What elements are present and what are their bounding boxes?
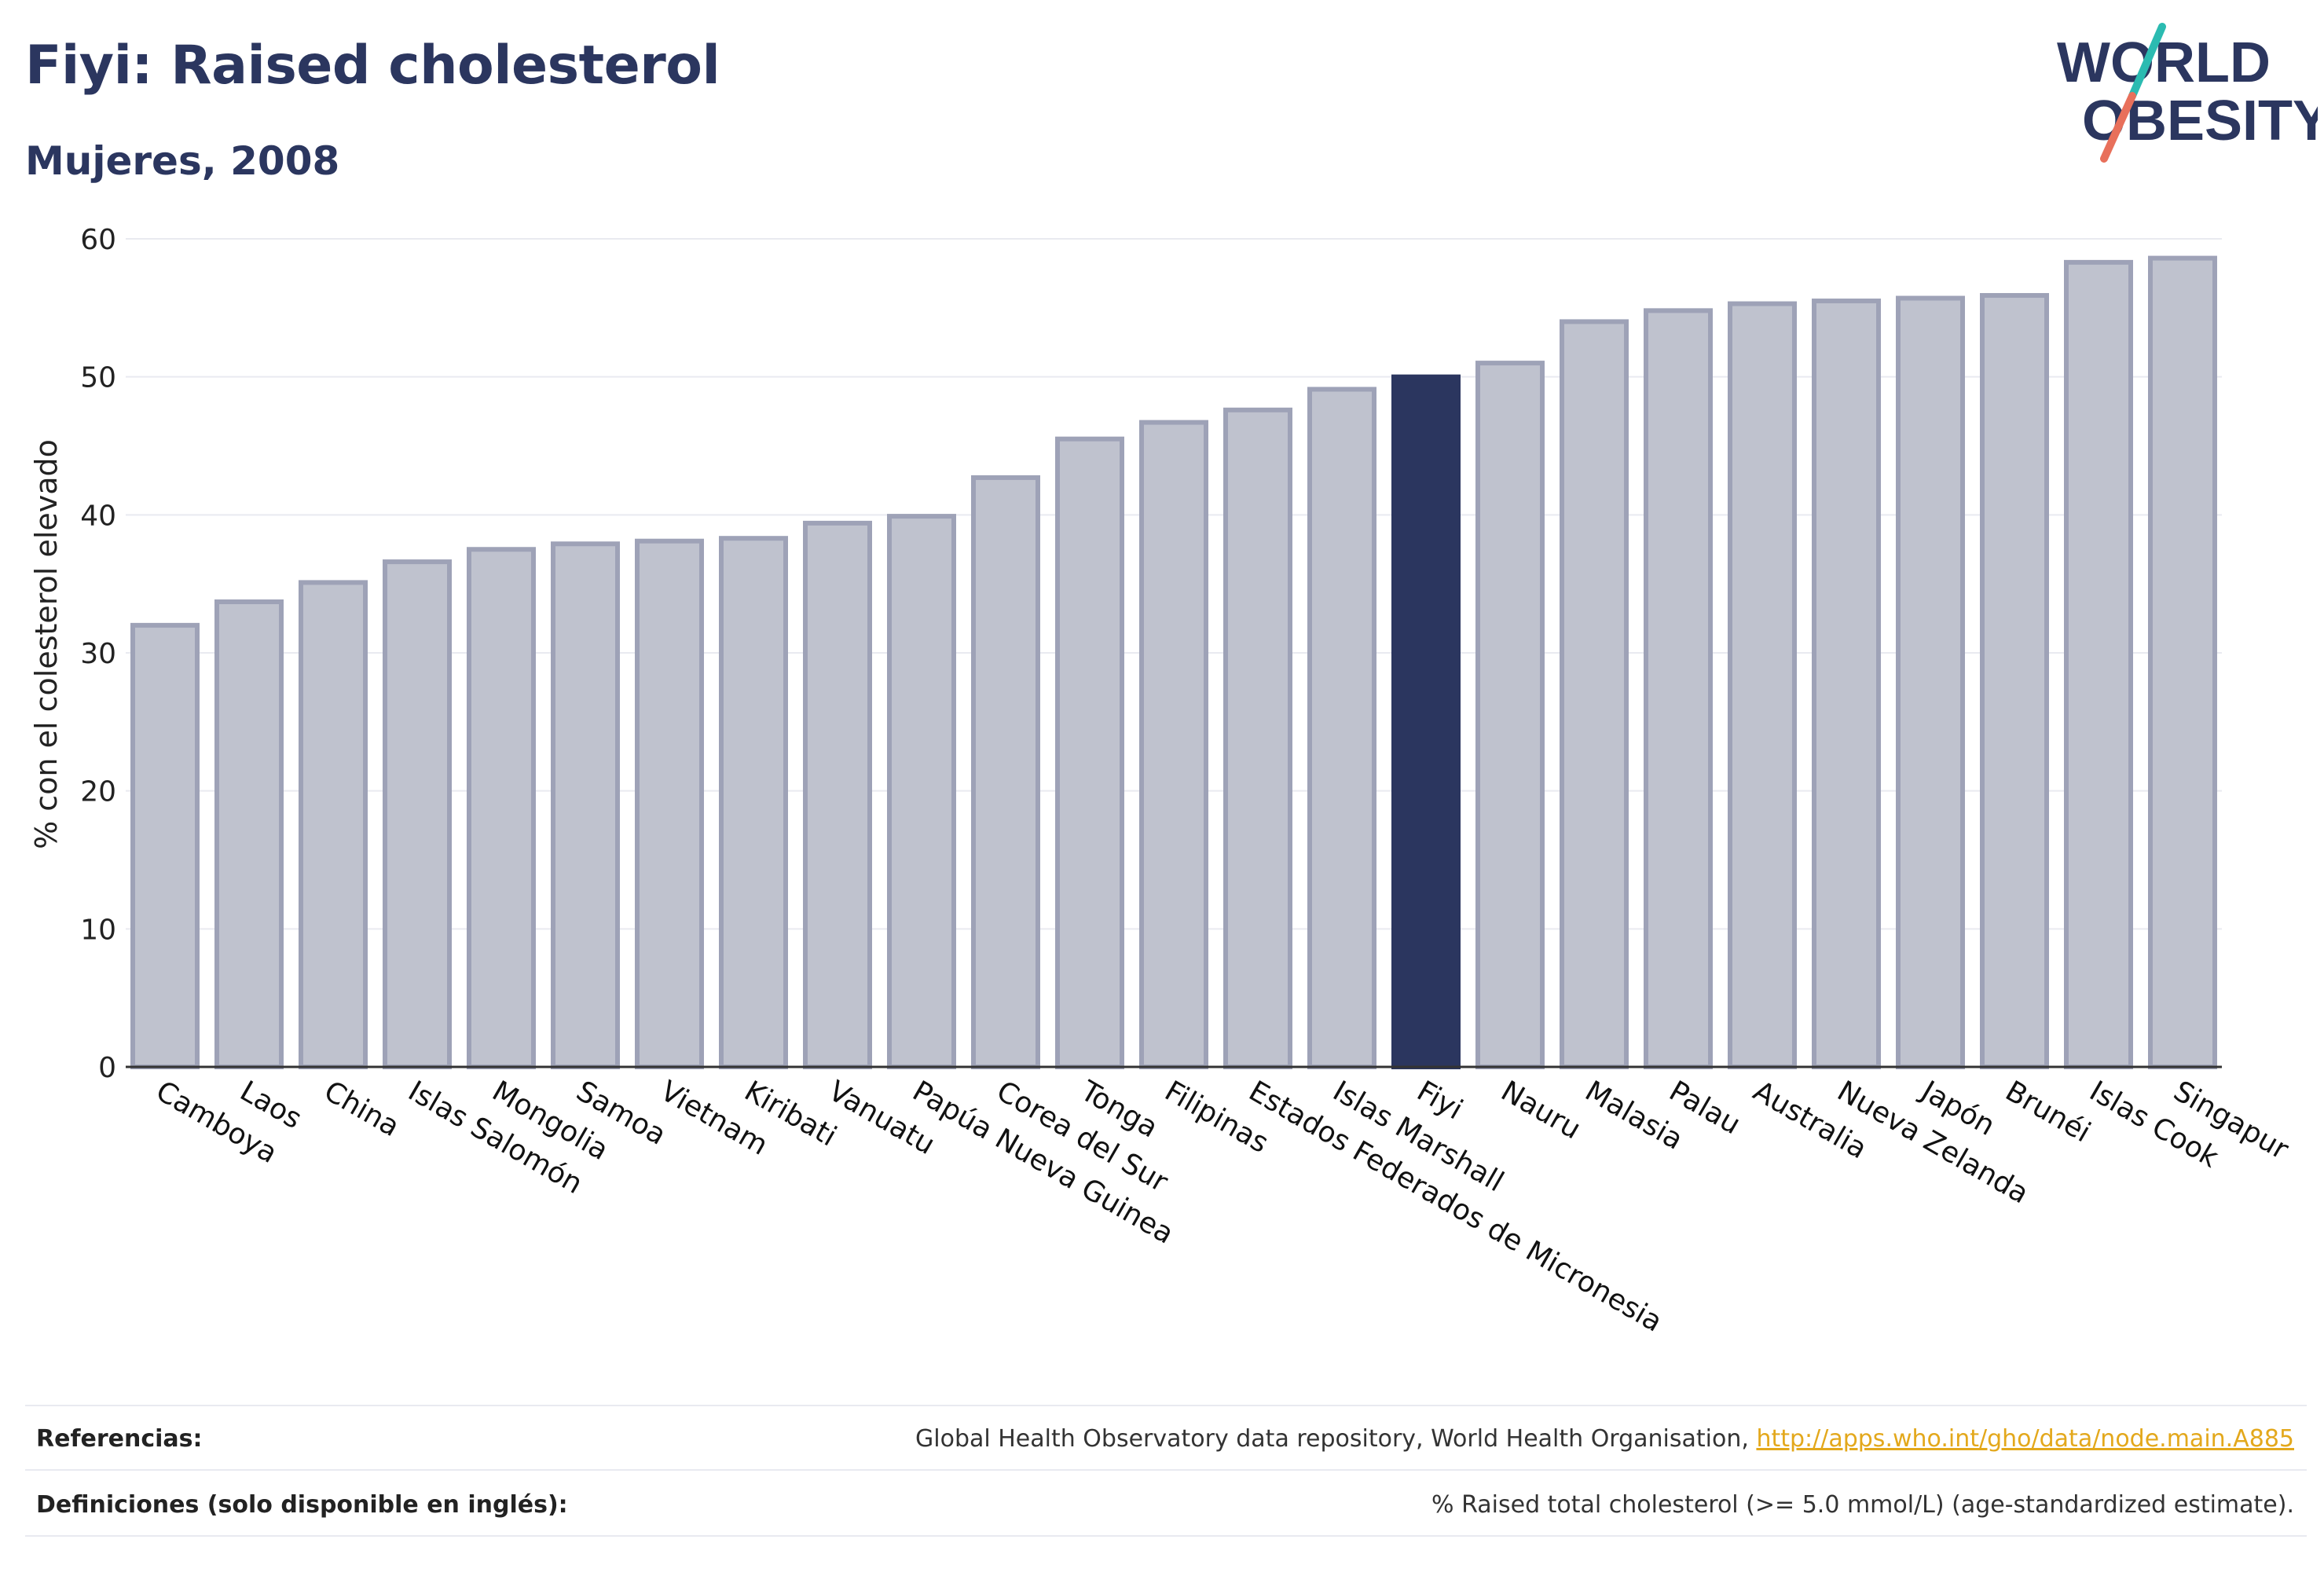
y-axis-label: % con el colesterol elevado [29,439,64,849]
bar-jap-n [1896,295,1965,1069]
references-text: Global Health Observatory data repositor… [915,1425,1757,1453]
bar-filipinas [1139,420,1208,1069]
y-tick-labels: 0 10 20 30 40 50 60 [80,224,116,1084]
bar-islas-marshall [1307,387,1376,1069]
bar-estados-federados-de-micronesia [1223,407,1292,1069]
chart-subtitle: Mujeres, 2008 [25,138,340,184]
x-tick-label: China [319,1075,405,1143]
bar-samoa [551,541,620,1069]
bar-mongolia [467,547,536,1069]
footer-divider-top [25,1405,2307,1406]
logo-word-world: WORLD [2057,31,2271,94]
bar-laos [214,599,284,1069]
y-tick-label: 50 [80,362,116,394]
bar-nueva-zelanda [1812,299,1881,1069]
bar-corea-del-sur [971,475,1040,1069]
logo-slash-bottom [2100,92,2136,163]
bar-singapur [2148,255,2217,1069]
bar-malasia [1560,319,1629,1069]
references-label: Referencias: [36,1425,203,1453]
x-tick-label: Brunéi [2000,1075,2096,1149]
world-obesity-logo: WORLD OBESITY [2057,23,2318,163]
bar-australia [1728,301,1797,1069]
y-tick-label: 20 [80,776,116,808]
y-tick-label: 10 [80,914,116,946]
bar-vanuatu [803,520,872,1069]
bar-nauru [1475,361,1545,1070]
y-tick-label: 60 [80,224,116,256]
bar-islas-salom-n [383,559,452,1069]
y-tick-label: 30 [80,638,116,670]
bar-fiyi [1391,374,1461,1069]
bar-islas-cook [2064,259,2133,1070]
bar-pap-a-nueva-guinea [887,514,956,1069]
y-tick-label: 40 [80,500,116,532]
footer-divider-bottom [25,1535,2307,1537]
footer-divider-mid [25,1469,2307,1471]
references-value: Global Health Observatory data repositor… [915,1425,2294,1453]
bars [130,255,2217,1070]
references-link[interactable]: http://apps.who.int/gho/data/node.main.A… [1756,1425,2294,1453]
bar-china [299,580,368,1069]
bar-brun-i [1980,293,2049,1070]
bar-kiribati [719,536,788,1069]
x-tick-label: Nauru [1496,1075,1586,1145]
definitions-label: Definiciones (solo disponible en inglés)… [36,1491,568,1519]
y-tick-label: 0 [98,1052,116,1084]
chart-title: Fiyi: Raised cholesterol [25,35,720,97]
definitions-value: % Raised total cholesterol (>= 5.0 mmol/… [1431,1491,2294,1519]
bar-camboya [130,622,200,1069]
bar-vietnam [635,538,704,1069]
bar-tonga [1055,436,1124,1069]
bar-palau [1644,308,1713,1069]
logo-slash-top [2128,23,2166,100]
